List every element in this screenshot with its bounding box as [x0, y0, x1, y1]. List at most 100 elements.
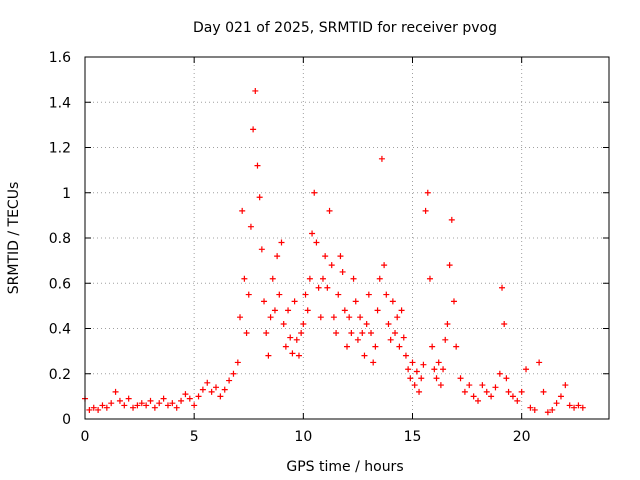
data-point	[143, 402, 150, 409]
data-point	[457, 375, 464, 382]
data-point	[492, 384, 499, 391]
data-point	[289, 350, 296, 357]
data-point	[433, 375, 440, 382]
data-point	[442, 336, 449, 343]
data-point	[213, 384, 219, 391]
data-point	[271, 307, 278, 314]
data-point	[523, 366, 530, 373]
x-axis-label: GPS time / hours	[286, 459, 403, 475]
data-point	[527, 404, 534, 411]
data-point	[346, 314, 353, 321]
data-point	[499, 284, 506, 291]
data-point	[300, 320, 307, 327]
data-point	[422, 207, 429, 214]
data-point	[413, 368, 420, 375]
data-point	[381, 262, 388, 269]
data-point	[420, 361, 427, 368]
data-point	[230, 370, 237, 377]
data-point	[263, 330, 270, 337]
data-point	[531, 406, 538, 413]
y-tick-label: 0.2	[49, 367, 71, 383]
data-point	[378, 155, 385, 162]
data-point	[446, 262, 453, 269]
data-point	[394, 314, 401, 321]
data-point	[396, 343, 403, 350]
data-point	[125, 395, 132, 402]
data-point	[291, 298, 298, 305]
axis-ticks	[84, 56, 609, 420]
x-tick-label: 15	[404, 429, 422, 445]
data-point	[475, 397, 481, 404]
data-point	[549, 406, 556, 413]
data-point	[407, 375, 414, 382]
data-point	[341, 307, 348, 314]
data-point	[437, 382, 444, 389]
data-point	[208, 388, 215, 395]
data-point	[429, 343, 436, 350]
x-tick-label: 5	[190, 429, 199, 445]
data-point	[372, 343, 379, 350]
data-point	[285, 307, 292, 314]
data-point	[575, 402, 582, 409]
x-tick-label: 20	[513, 429, 531, 445]
data-point	[488, 393, 495, 400]
data-point	[276, 291, 283, 298]
data-point	[108, 400, 115, 407]
data-point	[440, 366, 447, 373]
data-point	[374, 307, 381, 314]
plot-frame	[84, 56, 610, 420]
data-point	[448, 216, 455, 223]
chart-title: Day 021 of 2025, SRMTID for receiver pvo…	[193, 20, 497, 36]
data-point	[479, 382, 486, 389]
data-point	[178, 397, 185, 404]
data-point	[579, 404, 586, 411]
data-point	[402, 352, 409, 359]
data-point	[182, 391, 189, 398]
data-point	[116, 397, 123, 404]
data-point	[313, 239, 320, 246]
data-point	[385, 320, 392, 327]
data-point	[226, 377, 233, 384]
data-point	[348, 330, 355, 337]
data-point	[293, 336, 300, 343]
data-point	[571, 404, 578, 411]
data-point	[453, 343, 460, 350]
data-point	[274, 253, 281, 260]
data-point	[418, 375, 425, 382]
data-point	[256, 194, 263, 201]
data-point	[352, 298, 359, 305]
data-point	[90, 404, 97, 411]
y-tick-label: 1.6	[49, 50, 71, 66]
data-point	[544, 409, 551, 416]
data-point	[363, 320, 370, 327]
data-point	[245, 291, 252, 298]
data-point	[400, 334, 407, 341]
data-point	[191, 402, 198, 409]
x-tick-label: 0	[81, 429, 90, 445]
data-point	[199, 386, 206, 393]
data-point	[503, 375, 510, 382]
data-point	[315, 284, 322, 291]
data-point	[409, 359, 416, 366]
data-point	[557, 393, 564, 400]
data-point	[514, 397, 521, 404]
data-point	[354, 336, 361, 343]
data-point	[330, 314, 337, 321]
data-point	[234, 359, 241, 366]
data-point	[368, 330, 375, 337]
data-point	[322, 253, 329, 260]
data-point	[278, 239, 285, 246]
data-point	[164, 402, 171, 409]
data-point	[359, 330, 366, 337]
data-point	[365, 291, 372, 298]
data-point	[169, 400, 176, 407]
data-point	[99, 402, 106, 409]
data-point	[389, 298, 396, 305]
data-point	[147, 397, 154, 404]
data-point	[302, 291, 309, 298]
data-point	[405, 366, 412, 373]
data-point	[247, 223, 254, 230]
data-point	[435, 359, 442, 366]
data-point	[287, 334, 294, 341]
data-point	[250, 126, 257, 133]
